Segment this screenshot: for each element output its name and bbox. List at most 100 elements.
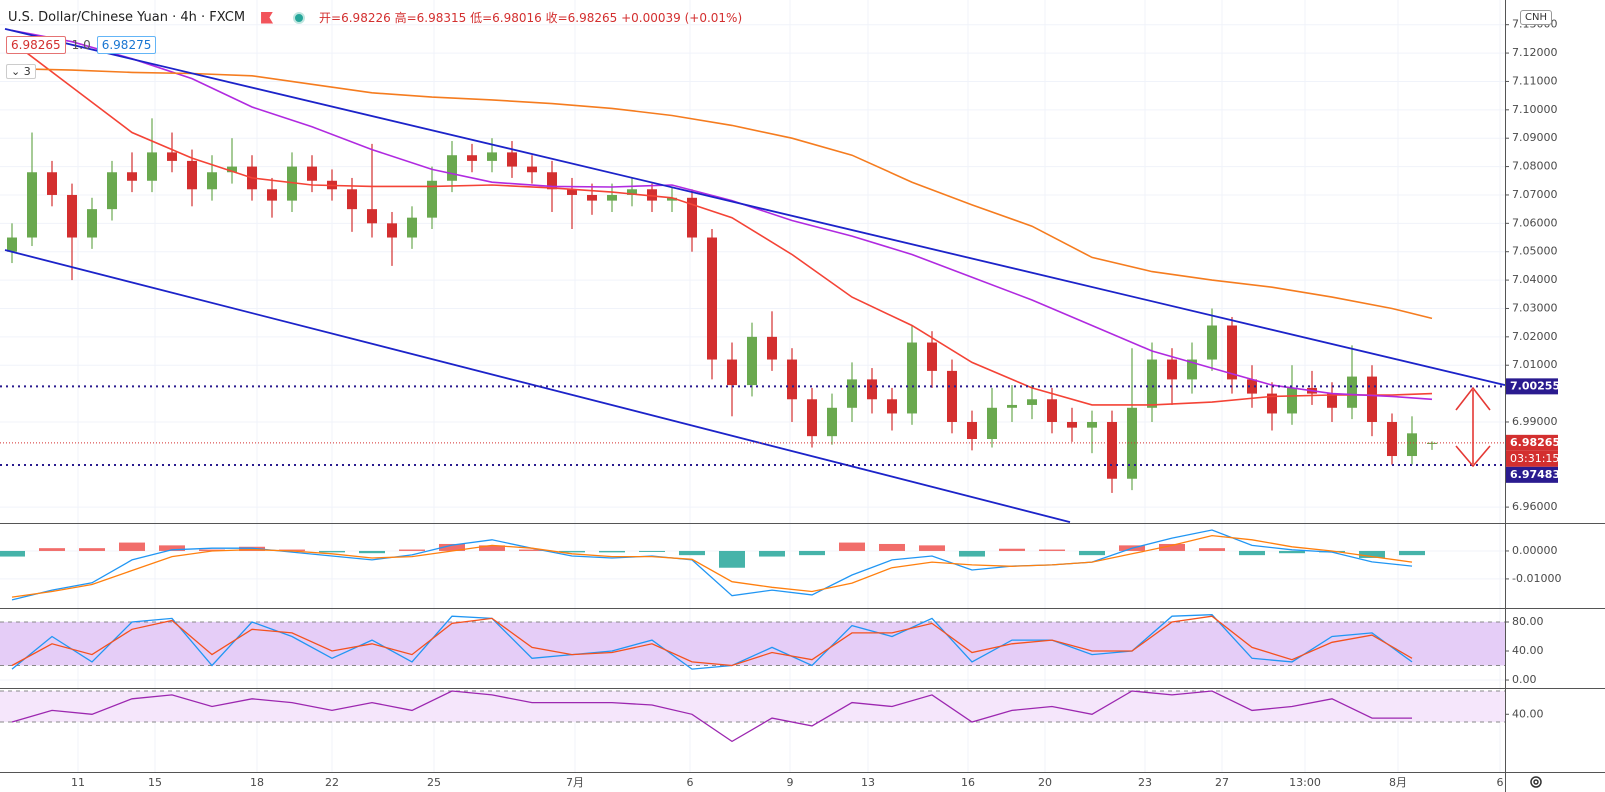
last-price-label: 6.98265	[1510, 436, 1560, 449]
y-tick-label: 7.12000	[1512, 46, 1558, 59]
histogram-bar	[439, 543, 465, 551]
candle-body	[867, 379, 877, 400]
candle-body	[47, 172, 57, 195]
candle-body	[267, 189, 277, 201]
candle-body	[1047, 399, 1057, 422]
candle-body	[1207, 325, 1217, 360]
candle-body	[7, 237, 17, 252]
spread: 1.0	[71, 38, 91, 52]
y-tick-label: 0.00000	[1512, 544, 1558, 557]
symbol[interactable]: U.S. Dollar/Chinese Yuan · 4h · FXCM	[8, 10, 246, 25]
histogram-bar	[599, 550, 625, 553]
y-tick-label: 7.11000	[1512, 74, 1558, 87]
indicator-line	[11, 529, 1413, 601]
flag-icon[interactable]	[261, 11, 274, 24]
open-value: 6.98226	[341, 11, 391, 25]
histogram-bar	[1239, 550, 1265, 556]
candle-body	[1007, 404, 1017, 408]
x-tick-label: 20	[1038, 776, 1052, 789]
histogram-bar	[559, 550, 585, 553]
histogram-bar	[1159, 543, 1185, 551]
histogram-bar	[39, 548, 65, 551]
candle-body	[1327, 393, 1337, 408]
histogram-bar	[1399, 550, 1425, 556]
y-tick-label: 7.03000	[1512, 301, 1558, 314]
sell-quote[interactable]: 6.98265	[6, 36, 66, 54]
candle-body	[167, 152, 177, 161]
macd-pane	[0, 529, 1425, 601]
gear[interactable]	[1530, 776, 1542, 788]
y-tick-label: 40.00	[1512, 644, 1544, 657]
candle-body	[1087, 421, 1097, 428]
level-tag	[1506, 378, 1558, 395]
histogram-bar	[319, 550, 345, 553]
candle-body	[227, 166, 237, 173]
histogram-bar	[879, 543, 905, 551]
candle-body	[607, 194, 617, 201]
candle-body	[927, 342, 937, 371]
candle-body	[1287, 387, 1297, 414]
level-label: 6.97483	[1510, 468, 1560, 481]
candle-body	[987, 407, 997, 440]
gear-hub[interactable]	[1533, 779, 1539, 785]
level-label: 7.00255	[1510, 379, 1560, 392]
x-tick-label: 6	[687, 776, 694, 789]
high-label: 高=	[394, 11, 417, 25]
candle-body	[287, 166, 297, 201]
y-tick-label: -0.01000	[1512, 572, 1561, 585]
x-tick-label: 13	[861, 776, 875, 789]
candle-body	[427, 180, 437, 218]
indicator-line	[11, 690, 1412, 743]
histogram-bar	[239, 546, 265, 551]
buy-quote[interactable]: 6.98275	[96, 36, 157, 54]
candle-body	[1147, 359, 1157, 408]
candle-body	[967, 421, 977, 440]
indicator-toggle[interactable]: ⌄ 3	[6, 64, 36, 79]
axes: 11151822257月69131620232713:008月67.130007…	[71, 18, 1561, 789]
histogram-bar	[719, 550, 745, 568]
histogram-bar	[479, 545, 505, 551]
x-tick-label: 6	[1497, 776, 1504, 789]
histogram-bar	[519, 549, 545, 551]
settings-icon[interactable]	[1530, 776, 1542, 788]
low-label: 低=	[470, 11, 493, 25]
trend-line	[4, 28, 1505, 386]
histogram-bar	[1279, 550, 1305, 554]
legend-header: U.S. Dollar/Chinese Yuan · 4h · FXCM 开=6…	[8, 9, 742, 26]
y-tick-label: 6.99000	[1512, 415, 1558, 428]
candle-body	[1407, 433, 1417, 457]
candle-body	[507, 152, 517, 167]
candle-body	[587, 194, 597, 201]
histogram-bar	[199, 549, 225, 551]
candle-body	[407, 217, 417, 238]
candle-body	[1247, 379, 1257, 394]
y-tick-label: 7.09000	[1512, 131, 1558, 144]
candle-body	[787, 359, 797, 400]
histogram-bar	[639, 550, 665, 552]
candle-body	[887, 399, 897, 414]
histogram-bar	[919, 545, 945, 551]
histogram-bar	[0, 550, 25, 557]
indicator-line	[11, 534, 1413, 598]
candle-body	[1267, 393, 1277, 414]
candle-body	[827, 407, 837, 437]
band	[0, 691, 1505, 723]
candle-body	[767, 336, 777, 360]
currency-badge[interactable]: CNH	[1520, 10, 1552, 25]
histogram-bar	[759, 550, 785, 557]
stochastic-pane	[0, 614, 1505, 670]
y-tick-label: 7.05000	[1512, 245, 1558, 258]
ohlc-values: 开=6.98226 高=6.98315 低=6.98016 收=6.98265 …	[319, 9, 742, 26]
rsi-pane	[0, 690, 1505, 743]
histogram-bar	[159, 545, 185, 551]
candle-body	[907, 342, 917, 414]
candle-body	[347, 189, 357, 210]
candle-body	[1027, 399, 1037, 405]
histogram-bar	[999, 548, 1025, 551]
candle-body	[467, 155, 477, 161]
arrow-head	[1455, 386, 1491, 411]
x-tick-label: 27	[1215, 776, 1229, 789]
y-tick-label: 7.10000	[1512, 103, 1558, 116]
x-tick-label: 25	[427, 776, 441, 789]
